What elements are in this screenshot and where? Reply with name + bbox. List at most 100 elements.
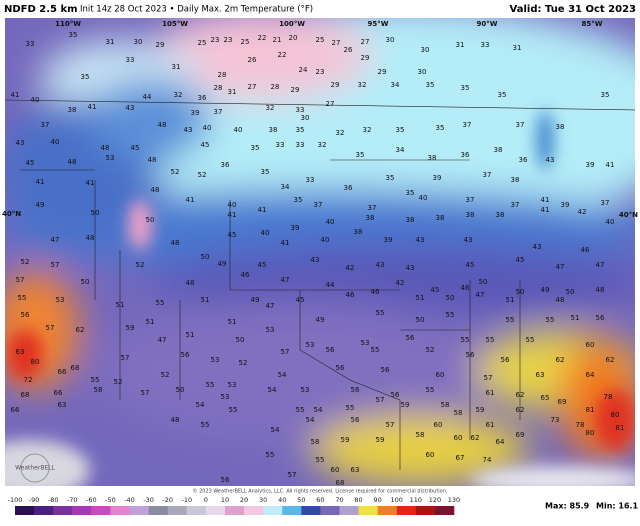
temperature-label: 55 bbox=[18, 294, 27, 302]
colorbar-segment bbox=[53, 506, 73, 515]
temperature-label: 38 bbox=[466, 211, 475, 219]
temperature-label: 48 bbox=[148, 156, 157, 164]
temperature-label: 26 bbox=[248, 56, 257, 64]
temperature-label: 40 bbox=[203, 124, 212, 132]
temperature-label: 54 bbox=[268, 386, 277, 394]
colorbar-label: 40 bbox=[278, 496, 286, 504]
temperature-label: 20 bbox=[289, 34, 298, 42]
colorbar-segment bbox=[339, 506, 359, 515]
temperature-label: 42 bbox=[396, 279, 405, 287]
colorbar-segment bbox=[263, 506, 283, 515]
temperature-label: 58 bbox=[454, 409, 463, 417]
temperature-label: 39 bbox=[191, 109, 200, 117]
temperature-label: 52 bbox=[171, 168, 180, 176]
longitude-label: 110°W bbox=[55, 20, 81, 28]
temperature-label: 39 bbox=[433, 174, 442, 182]
temperature-label: 47 bbox=[158, 336, 167, 344]
temperature-label: 57 bbox=[121, 354, 130, 362]
temperature-label: 48 bbox=[556, 296, 565, 304]
temperature-label: 45 bbox=[258, 261, 267, 269]
colorbar-label: 120 bbox=[429, 496, 441, 504]
temperature-label: 23 bbox=[316, 68, 325, 76]
temperature-label: 40 bbox=[228, 201, 237, 209]
temperature-label: 48 bbox=[68, 158, 77, 166]
colorbar-label: 100 bbox=[391, 496, 403, 504]
temperature-label: 41 bbox=[36, 178, 45, 186]
temperature-label: 52 bbox=[21, 258, 30, 266]
temperature-label: 59 bbox=[341, 436, 350, 444]
temperature-label: 58 bbox=[94, 386, 103, 394]
temperature-label: 62 bbox=[516, 406, 525, 414]
temperature-label: 60 bbox=[434, 421, 443, 429]
temperature-label: 59 bbox=[401, 401, 410, 409]
temperature-label: 31 bbox=[106, 38, 115, 46]
temperature-label: 61 bbox=[486, 389, 495, 397]
colorbar-label: -40 bbox=[124, 496, 135, 504]
temperature-label: 37 bbox=[483, 171, 492, 179]
temperature-label: 42 bbox=[346, 264, 355, 272]
latitude-label: 40°N bbox=[2, 210, 21, 218]
temperature-label: 51 bbox=[201, 296, 210, 304]
temperature-label: 41 bbox=[606, 161, 615, 169]
temperature-label: 52 bbox=[161, 371, 170, 379]
temperature-label: 54 bbox=[271, 426, 280, 434]
temperature-label: 78 bbox=[576, 421, 585, 429]
colorbar-label: 0 bbox=[204, 496, 208, 504]
temperature-label: 35 bbox=[386, 174, 395, 182]
temperature-label: 35 bbox=[296, 126, 305, 134]
colorbar-segment bbox=[244, 506, 264, 515]
temperature-label: 28 bbox=[271, 83, 280, 91]
temperature-label: 47 bbox=[281, 276, 290, 284]
temperature-label: 55 bbox=[316, 456, 325, 464]
temperature-label: 38 bbox=[428, 154, 437, 162]
colorbar-label: -70 bbox=[67, 496, 78, 504]
temperature-label: 66 bbox=[54, 389, 63, 397]
temperature-label: 56 bbox=[221, 476, 230, 484]
colorbar-label: -20 bbox=[162, 496, 173, 504]
temperature-label: 35 bbox=[426, 81, 435, 89]
temperature-label: 57 bbox=[16, 276, 25, 284]
temperature-label: 21 bbox=[273, 36, 282, 44]
temperature-label: 55 bbox=[376, 309, 385, 317]
temperature-label: 32 bbox=[318, 141, 327, 149]
temperature-label: 49 bbox=[218, 260, 227, 268]
temperature-label: 48 bbox=[186, 279, 195, 287]
temperature-label: 55 bbox=[91, 376, 100, 384]
temperature-label: 51 bbox=[146, 318, 155, 326]
temperature-label: 55 bbox=[156, 299, 165, 307]
temperature-label: 72 bbox=[24, 376, 33, 384]
temperature-label: 45 bbox=[201, 141, 210, 149]
longitude-label: 85°W bbox=[582, 20, 603, 28]
temperature-label: 60 bbox=[436, 371, 445, 379]
temperature-label: 57 bbox=[141, 389, 150, 397]
temperature-label: 55 bbox=[346, 404, 355, 412]
longitude-label: 90°W bbox=[477, 20, 498, 28]
temperature-label: 57 bbox=[51, 261, 60, 269]
temperature-label: 33 bbox=[276, 141, 285, 149]
temperature-label: 55 bbox=[526, 336, 535, 344]
temperature-label: 48 bbox=[596, 286, 605, 294]
temperature-label: 36 bbox=[344, 184, 353, 192]
temperature-label: 49 bbox=[36, 201, 45, 209]
temperature-label: 40 bbox=[606, 218, 615, 226]
temperature-label: 43 bbox=[184, 126, 193, 134]
temperature-label: 62 bbox=[516, 391, 525, 399]
temperature-label: 64 bbox=[586, 371, 595, 379]
temperature-label: 50 bbox=[91, 209, 100, 217]
temperature-label: 27 bbox=[248, 83, 257, 91]
temperature-label: 37 bbox=[516, 121, 525, 129]
temperature-label: 48 bbox=[86, 234, 95, 242]
latitude-label: 40°N bbox=[619, 211, 638, 219]
temperature-label: 40 bbox=[419, 194, 428, 202]
colorbar-segment bbox=[224, 506, 245, 515]
temperature-label: 39 bbox=[586, 161, 595, 169]
temperature-label: 37 bbox=[511, 201, 520, 209]
temperature-label: 37 bbox=[314, 201, 323, 209]
temperature-label: 35 bbox=[81, 73, 90, 81]
temperature-label: 53 bbox=[221, 393, 230, 401]
temperature-label: 54 bbox=[196, 401, 205, 409]
temperature-label: 39 bbox=[384, 236, 393, 244]
colorbar-label: -50 bbox=[105, 496, 116, 504]
temperature-label: 56 bbox=[181, 351, 190, 359]
temperature-label: 38 bbox=[354, 228, 363, 236]
